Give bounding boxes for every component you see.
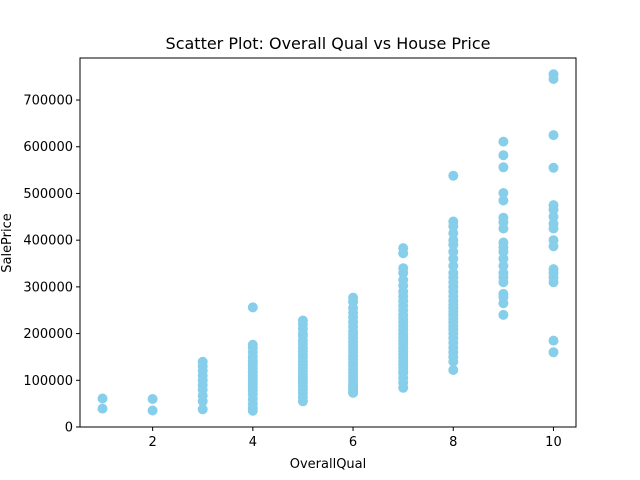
data-point <box>548 162 559 173</box>
data-point <box>548 223 559 234</box>
data-points <box>97 69 559 416</box>
y-tick-label: 600000 <box>23 140 73 155</box>
y-tick-label: 500000 <box>23 187 73 202</box>
x-axis-ticks: 2 4 6 8 10 <box>149 427 562 450</box>
x-axis-title: OverallQual <box>290 457 367 472</box>
data-point <box>398 248 409 259</box>
data-point <box>548 277 559 288</box>
chart-title: Scatter Plot: Overall Qual vs House Pric… <box>166 34 491 53</box>
y-tick-label: 200000 <box>23 327 73 342</box>
data-point <box>97 403 108 414</box>
data-point <box>448 239 459 250</box>
data-point <box>498 150 509 161</box>
data-point <box>448 260 459 271</box>
y-axis-title: SalePrice <box>0 213 15 273</box>
data-point <box>498 246 509 257</box>
y-tick-label: 400000 <box>23 234 73 249</box>
data-point <box>247 405 258 416</box>
data-point <box>498 223 509 234</box>
data-point <box>548 74 559 84</box>
data-point <box>498 298 509 309</box>
data-point <box>398 382 409 393</box>
x-tick-label: 10 <box>545 435 562 450</box>
data-point <box>548 241 559 252</box>
data-point <box>197 396 208 407</box>
data-point <box>548 335 559 346</box>
data-point <box>448 356 459 367</box>
data-point <box>498 253 509 264</box>
data-point <box>498 188 509 198</box>
data-point <box>498 136 509 147</box>
data-point <box>498 195 509 206</box>
data-point <box>548 204 559 215</box>
y-tick-label: 0 <box>65 421 73 436</box>
data-point <box>448 221 459 232</box>
data-point <box>147 394 158 404</box>
y-tick-label: 700000 <box>23 94 73 109</box>
data-point <box>498 260 509 271</box>
x-tick-label: 4 <box>249 435 257 450</box>
x-tick-label: 8 <box>449 435 457 450</box>
x-tick-label: 2 <box>149 435 157 450</box>
plot-frame <box>79 57 577 428</box>
data-point <box>97 393 108 404</box>
data-point <box>398 267 409 278</box>
data-point <box>247 302 258 313</box>
data-point <box>448 170 459 181</box>
y-tick-label: 300000 <box>23 280 73 295</box>
data-point <box>448 365 459 375</box>
data-point <box>448 253 459 264</box>
data-point <box>448 246 459 257</box>
data-point <box>297 396 308 407</box>
data-point <box>147 405 158 416</box>
y-axis-ticks: 0 100000 200000 300000 400000 500000 600000 700… <box>23 94 80 436</box>
data-point <box>448 228 459 239</box>
data-point <box>548 130 559 141</box>
data-point <box>197 404 208 415</box>
data-point <box>548 347 559 358</box>
x-tick-label: 6 <box>349 435 357 450</box>
data-point <box>498 277 509 288</box>
data-point <box>548 211 559 222</box>
y-tick-label: 100000 <box>23 374 73 389</box>
data-point <box>498 162 509 173</box>
data-point <box>348 387 359 398</box>
data-point <box>498 309 509 320</box>
